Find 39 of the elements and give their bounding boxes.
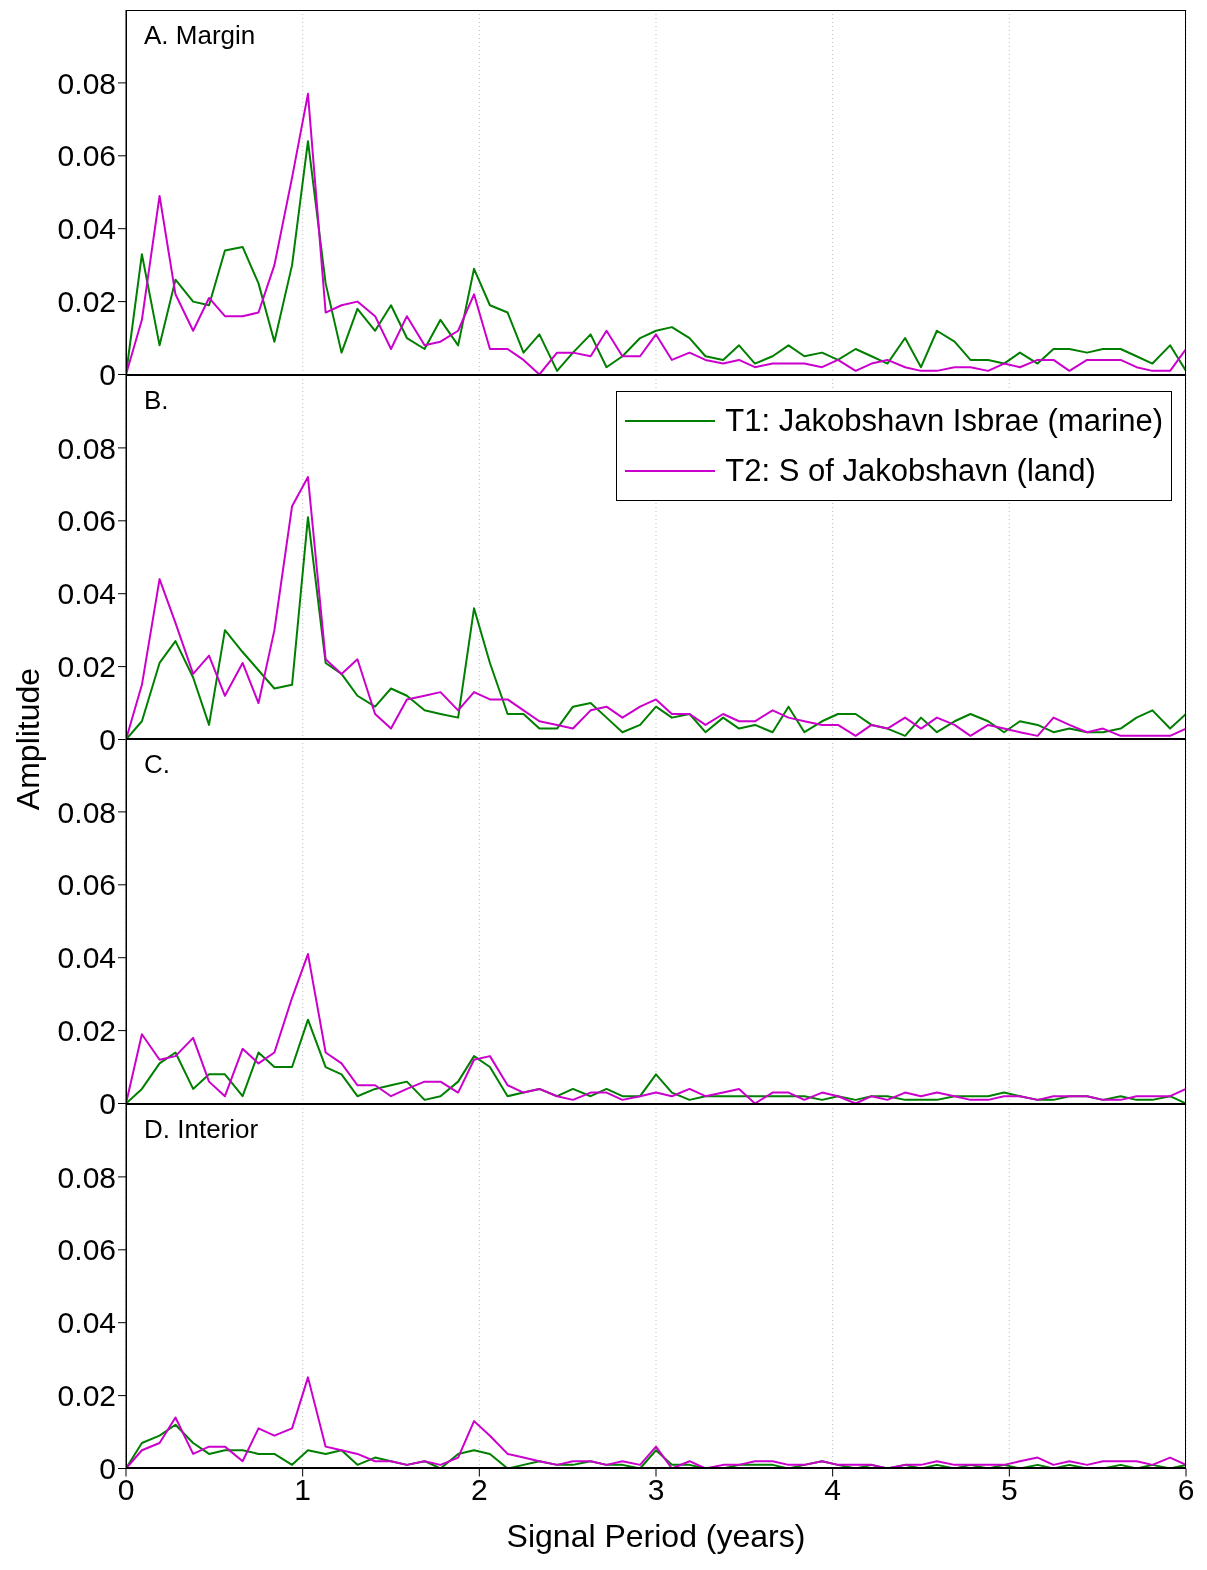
y-tick-label: 0.08 (57, 795, 116, 829)
y-tick-label: 0 (99, 358, 116, 392)
y-tick-label: 0.04 (57, 1305, 116, 1339)
line-series (126, 1018, 1186, 1104)
x-tick-label: 5 (1000, 1472, 1018, 1506)
y-tick-label: 0.02 (57, 649, 116, 683)
y-tick-label: 0.02 (57, 1378, 116, 1412)
y-axis-title: Amplitude (9, 667, 47, 811)
y-tick-label: 0.02 (57, 1014, 116, 1048)
y-tick-label: 0.04 (57, 941, 116, 975)
chart-title: D. Interior (144, 1113, 259, 1145)
line-series (126, 515, 1186, 739)
x-axis-title: Signal Period (years) (505, 1518, 807, 1555)
x-tick-label: 3 (647, 1472, 665, 1506)
legend-label: T1: Jakobshavn Isbrae (marine) (725, 402, 1163, 439)
y-tick-label: 0.06 (57, 868, 116, 902)
chart-title: A. Margin (144, 20, 256, 51)
x-tick-label: 6 (1177, 1472, 1195, 1506)
y-tick-label: 0.04 (57, 212, 116, 246)
y-tick-label: 0.08 (57, 431, 116, 465)
y-tick-label: 0 (99, 722, 116, 756)
legend-label: T2: S of Jakobshavn (land) (725, 452, 1096, 489)
y-tick-label: 0.08 (57, 66, 116, 100)
chart-title: C. (144, 749, 170, 780)
x-tick-label: 4 (824, 1472, 842, 1506)
line-series (126, 953, 1186, 1104)
y-tick-label: 0.04 (57, 576, 116, 610)
line-series (126, 92, 1186, 375)
x-tick-label: 2 (470, 1472, 488, 1506)
y-tick-label: 0 (99, 1451, 116, 1485)
line-series (126, 140, 1186, 375)
y-tick-label: 0.02 (57, 285, 116, 319)
y-tick-label: 0.08 (57, 1160, 116, 1194)
y-tick-label: 0.06 (57, 139, 116, 173)
y-tick-label: 0.06 (57, 503, 116, 537)
x-tick-label: 1 (294, 1472, 312, 1506)
y-tick-label: 0 (99, 1087, 116, 1121)
y-tick-label: 0.06 (57, 1232, 116, 1266)
chart-title: B. (144, 384, 169, 416)
